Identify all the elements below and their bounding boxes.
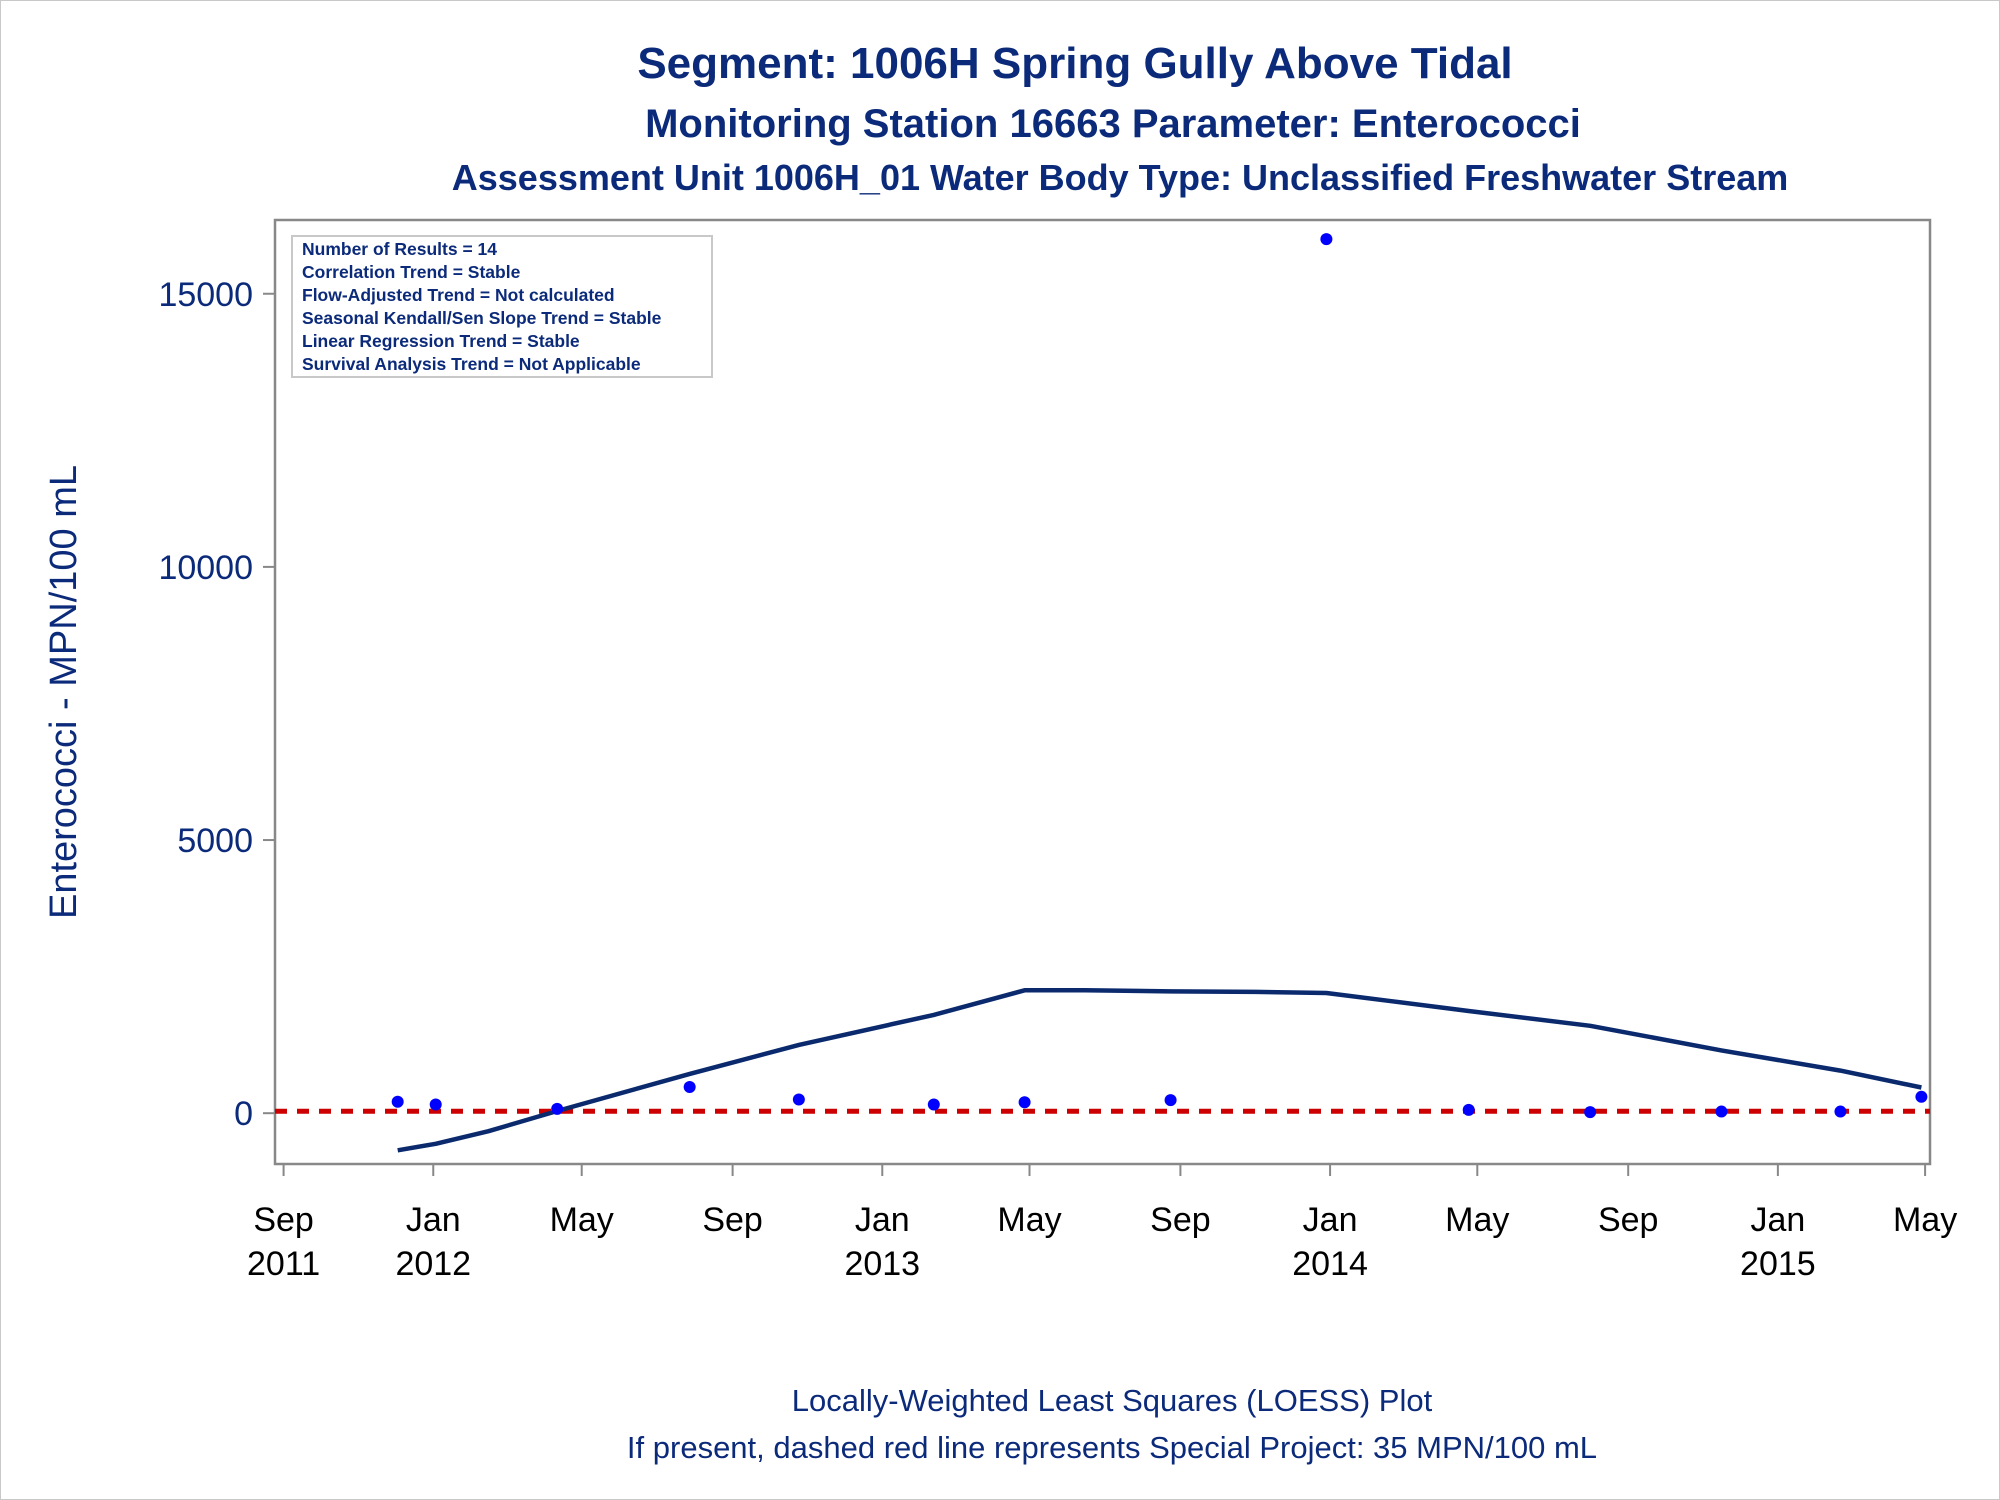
chart-subtitle: Monitoring Station 16663 Parameter: Ente… xyxy=(645,102,1581,146)
y-tick-label: 15000 xyxy=(158,276,253,314)
x-tick-year-label: 2015 xyxy=(1740,1245,1816,1283)
stat-correlation-trend: Correlation Trend = Stable xyxy=(302,262,521,282)
x-tick-label: May xyxy=(997,1201,1061,1239)
x-tick-label: Jan xyxy=(1750,1201,1805,1239)
x-tick-label: Sep xyxy=(1598,1201,1659,1239)
x-tick-year-label: 2011 xyxy=(247,1245,320,1283)
data-point xyxy=(1584,1106,1597,1119)
data-point xyxy=(1164,1094,1177,1107)
y-axis: 0 5000 10000 15000 xyxy=(158,276,275,1133)
x-tick-label: Sep xyxy=(253,1201,314,1239)
loess-line-group xyxy=(397,988,1922,1153)
chart-title: Segment: 1006H Spring Gully Above Tidal xyxy=(637,39,1512,88)
stat-seasonal-kendall-trend: Seasonal Kendall/Sen Slope Trend = Stabl… xyxy=(302,308,662,328)
stat-number-of-results: Number of Results = 14 xyxy=(302,239,497,259)
x-axis: Sep 2011 Jan 2012 May Sep Jan 2013 May Sep Jan 2014… xyxy=(247,1164,1957,1283)
x-tick-label: Jan xyxy=(1303,1201,1358,1239)
data-point xyxy=(1915,1090,1928,1103)
data-points-group xyxy=(391,233,1928,1119)
y-tick-label: 5000 xyxy=(177,822,253,860)
stat-linear-regression-trend: Linear Regression Trend = Stable xyxy=(302,331,580,351)
data-point xyxy=(683,1080,696,1093)
stats-legend-frame xyxy=(291,235,713,378)
stats-legend-box: Number of Results = 14 Correlation Trend… xyxy=(291,235,713,378)
x-tick-year-label: 2012 xyxy=(395,1245,471,1283)
x-tick-label: Sep xyxy=(1150,1201,1211,1239)
footnote-loess: Locally-Weighted Least Squares (LOESS) P… xyxy=(792,1383,1433,1418)
y-tick-label: 10000 xyxy=(158,549,253,587)
x-tick-label: May xyxy=(550,1201,614,1239)
y-tick-label: 0 xyxy=(234,1095,253,1133)
data-point xyxy=(429,1098,442,1111)
chart-subtitle-2: Assessment Unit 1006H_01 Water Body Type… xyxy=(452,157,1789,198)
x-tick-label: Jan xyxy=(855,1201,910,1239)
x-tick-label: May xyxy=(1445,1201,1509,1239)
plot-area-border xyxy=(273,218,1932,1166)
x-tick-label: Sep xyxy=(702,1201,763,1239)
data-point xyxy=(792,1093,805,1106)
stat-flow-adjusted-trend: Flow-Adjusted Trend = Not calculated xyxy=(302,285,615,305)
x-tick-year-label: 2013 xyxy=(844,1245,920,1283)
x-tick-label: Jan xyxy=(406,1201,461,1239)
y-axis-label: Enterococci - MPN/100 mL xyxy=(43,465,85,919)
data-point xyxy=(1834,1105,1847,1118)
data-point xyxy=(1462,1103,1475,1116)
x-tick-label: May xyxy=(1893,1201,1957,1239)
data-point xyxy=(551,1102,564,1115)
data-point xyxy=(1018,1096,1031,1109)
footnote-reference: If present, dashed red line represents S… xyxy=(627,1430,1597,1465)
x-tick-year-label: 2014 xyxy=(1292,1245,1368,1283)
data-point xyxy=(391,1095,404,1108)
data-point xyxy=(1320,233,1333,246)
data-point xyxy=(927,1098,940,1111)
stat-survival-analysis-trend: Survival Analysis Trend = Not Applicable xyxy=(302,354,641,374)
loess-line xyxy=(397,988,1922,1153)
data-point xyxy=(1715,1105,1728,1118)
